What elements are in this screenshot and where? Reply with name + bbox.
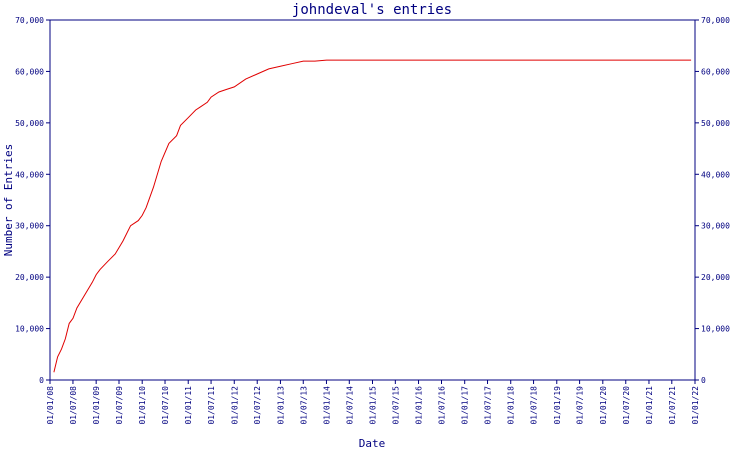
x-tick-label: 01/07/13 bbox=[299, 386, 308, 425]
x-tick-label: 01/07/08 bbox=[69, 386, 78, 425]
y-tick-label-left: 30,000 bbox=[15, 222, 44, 231]
x-tick-label: 01/01/08 bbox=[46, 386, 55, 425]
y-tick-label-left: 0 bbox=[39, 376, 44, 385]
x-tick-label: 01/01/19 bbox=[553, 386, 562, 425]
x-tick-label: 01/01/22 bbox=[691, 386, 700, 425]
y-axis-label: Number of Entries bbox=[2, 144, 15, 257]
y-tick-label-left: 50,000 bbox=[15, 119, 44, 128]
x-tick-label: 01/07/15 bbox=[391, 386, 400, 425]
x-tick-label: 01/07/12 bbox=[253, 386, 262, 425]
y-tick-label-left: 60,000 bbox=[15, 67, 44, 76]
y-tick-label-right: 30,000 bbox=[701, 222, 730, 231]
x-tick-label: 01/07/10 bbox=[161, 386, 170, 425]
chart-title: johndeval's entries bbox=[292, 2, 452, 18]
y-tick-label-left: 40,000 bbox=[15, 170, 44, 179]
x-axis-label: Date bbox=[359, 437, 386, 450]
x-tick-label: 01/01/11 bbox=[184, 386, 193, 425]
x-tick-label: 01/01/16 bbox=[415, 386, 424, 425]
y-tick-label-right: 20,000 bbox=[701, 273, 730, 282]
x-tick-label: 01/01/13 bbox=[276, 386, 285, 425]
x-tick-label: 01/07/19 bbox=[576, 386, 585, 425]
y-tick-label-left: 20,000 bbox=[15, 273, 44, 282]
plot-frame bbox=[49, 19, 696, 381]
x-tick-label: 01/07/09 bbox=[115, 386, 124, 425]
x-tick-label: 01/07/14 bbox=[345, 386, 354, 425]
x-tick-label: 01/01/17 bbox=[461, 386, 470, 425]
y-tick-label-right: 0 bbox=[701, 376, 706, 385]
x-tick-label: 01/01/21 bbox=[645, 386, 654, 425]
x-tick-label: 01/07/17 bbox=[484, 386, 493, 425]
x-ticks: 01/01/08 01/07/08 01/01/09 01/07/09 01/01/10… bbox=[46, 380, 700, 425]
y-tick-label-right: 60,000 bbox=[701, 67, 730, 76]
y-ticks-left: 0 10,000 20,000 30,000 40,000 50,000 60,000 70,… bbox=[15, 16, 50, 385]
y-tick-label-right: 50,000 bbox=[701, 119, 730, 128]
x-tick-label: 01/07/21 bbox=[668, 386, 677, 425]
x-tick-label: 01/01/10 bbox=[138, 386, 147, 425]
y-tick-label-left: 70,000 bbox=[15, 16, 44, 25]
x-tick-label: 01/07/18 bbox=[530, 386, 539, 425]
x-tick-label: 01/07/16 bbox=[437, 386, 446, 425]
x-tick-label: 01/01/09 bbox=[92, 386, 101, 425]
y-tick-label-right: 40,000 bbox=[701, 170, 730, 179]
y-ticks-right: 0 10,000 20,000 30,000 40,000 50,000 60,000 70,… bbox=[695, 16, 730, 385]
x-tick-label: 01/07/20 bbox=[622, 386, 631, 425]
y-tick-label-right: 70,000 bbox=[701, 16, 730, 25]
x-tick-label: 01/01/20 bbox=[599, 386, 608, 425]
series-line-entries bbox=[53, 59, 692, 373]
y-tick-label-right: 10,000 bbox=[701, 325, 730, 334]
x-tick-label: 01/01/14 bbox=[322, 386, 331, 425]
x-tick-label: 01/01/12 bbox=[230, 386, 239, 425]
y-tick-label-left: 10,000 bbox=[15, 325, 44, 334]
x-tick-label: 01/07/11 bbox=[207, 386, 216, 425]
x-tick-label: 01/01/15 bbox=[369, 386, 378, 425]
x-tick-label: 01/01/18 bbox=[507, 386, 516, 425]
